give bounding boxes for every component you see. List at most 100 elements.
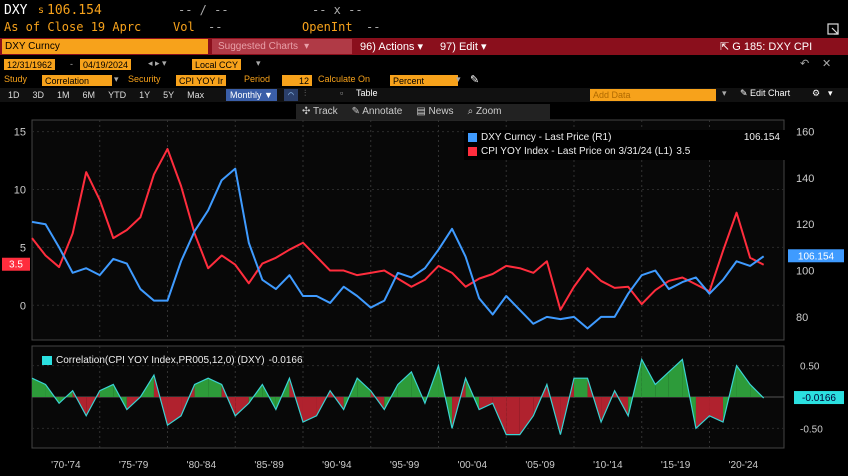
line-chart-icon[interactable]: ⌒ <box>284 89 298 101</box>
range-button-6m[interactable]: 6M <box>82 90 96 100</box>
period-input[interactable]: 12 <box>282 75 312 86</box>
undo-icon[interactable]: ↶ <box>800 58 810 70</box>
annotate-label: Annotate <box>362 106 403 117</box>
add-data-chevron-icon[interactable]: ▾ <box>722 88 727 98</box>
range-button-5y[interactable]: 5Y <box>163 90 175 100</box>
legend-dxy-value: 106.154 <box>743 131 780 143</box>
calc-chevron-icon[interactable]: ▾ <box>456 74 461 84</box>
chart-id[interactable]: ⇱ G 185: DXY CPI <box>720 40 812 53</box>
series-line-cpi <box>31 147 765 311</box>
currency-chevron-icon[interactable]: ▾ <box>256 58 261 68</box>
edit-number: 97) <box>440 41 456 53</box>
x-tick-label: '00-'04 <box>458 460 488 471</box>
bar-type-icon[interactable]: ⫶ <box>304 88 307 98</box>
popout-icon[interactable] <box>826 22 840 36</box>
range-button-1y[interactable]: 1Y <box>139 90 151 100</box>
range-button-3d[interactable]: 3D <box>32 90 45 100</box>
actions-number: 96) <box>360 41 376 53</box>
x-tick-label: '15-'19 <box>661 460 691 471</box>
cpi-last-badge <box>2 257 30 271</box>
corr-area-segment <box>709 397 724 423</box>
axis-labels: '70-'74 '75-'79 '80-'84 '85-'89 '90-'94 '95-'… <box>2 127 844 471</box>
pencil-icon[interactable]: ✎ <box>470 74 480 86</box>
corr-line <box>31 357 765 436</box>
right-tick-label: 160 <box>796 127 814 139</box>
date-stepper[interactable]: ◂ ▸ ▾ <box>148 58 167 68</box>
date-range-row: 12/31/1962 - 04/19/2024 ◂ ▸ ▾ Local CCY … <box>0 58 848 72</box>
security-label: Security <box>128 74 161 84</box>
range-buttons: 1D 3D 1M 6M YTD 1Y 5Y Max <box>4 89 213 101</box>
right-tick-label: 140 <box>796 173 814 185</box>
ticker-symbol: DXY <box>4 3 28 18</box>
calc-select[interactable]: Percent <box>390 75 458 86</box>
study-row: Study Correlation ▾ Security CPI YOY Ir … <box>0 74 848 88</box>
left-tick-label: 10 <box>14 184 26 196</box>
corr-area-segment <box>302 397 317 423</box>
start-date-input[interactable]: 12/31/1962 <box>4 59 56 70</box>
price-prefix: s <box>38 5 45 16</box>
corr-last-badge <box>794 391 844 405</box>
security-toolbar: DXY Curncy Suggested Charts ▾ 96) Actions… <box>0 38 848 55</box>
zoom-icon: ⌕ <box>467 106 474 117</box>
corr-tick-label: 0.50 <box>800 362 820 373</box>
openint-label: OpenInt <box>302 20 353 34</box>
zoom-label: Zoom <box>475 106 502 117</box>
actions-menu[interactable]: 96) Actions ▾ <box>360 41 424 53</box>
change-value: -- / -- <box>178 3 229 17</box>
x-tick-label: '05-'09 <box>525 460 555 471</box>
table-icon[interactable]: ▫ <box>340 88 344 98</box>
news-button[interactable]: ▤ News <box>416 106 453 117</box>
legend-cpi[interactable]: CPI YOY Index - Last Price on 3/31/24 (L… <box>464 144 786 158</box>
correlation-area <box>31 357 765 436</box>
corr-area-segment <box>641 359 656 397</box>
legend-cpi-label: CPI YOY Index - Last Price on 3/31/24 (L… <box>481 145 673 157</box>
range-button-ytd[interactable]: YTD <box>108 90 127 100</box>
suggested-charts-button[interactable]: Suggested Charts ▾ <box>212 39 352 54</box>
x-tick-label: '75-'79 <box>119 460 149 471</box>
annotate-button[interactable]: ✎ Annotate <box>352 106 403 117</box>
external-link-icon: ⇱ <box>720 41 730 53</box>
end-date-input[interactable]: 04/19/2024 <box>80 59 132 70</box>
close-icon[interactable]: ✕ <box>822 58 832 70</box>
corr-legend[interactable]: Correlation(CPI YOY Index,PR005,12,0) (D… <box>42 355 303 366</box>
zoom-button[interactable]: ⌕ Zoom <box>468 106 502 117</box>
corr-swatch <box>42 356 52 365</box>
edit-chart-button[interactable]: ✎ Edit Chart <box>740 88 791 98</box>
x-tick-label: '90-'94 <box>322 460 352 471</box>
x-tick-label: '20-'24 <box>729 460 759 471</box>
as-of-text: As of Close 19 Aprc <box>4 20 142 34</box>
settings-chevron-icon[interactable]: ▾ <box>828 88 833 98</box>
table-button[interactable]: Table <box>356 88 378 98</box>
x-value: -- x -- <box>312 3 363 17</box>
as-of-row: As of Close 19 Aprc Vol -- OpenInt -- <box>0 19 848 35</box>
dxy-last-label: 106.154 <box>798 251 835 262</box>
x-tick-label: '10-'14 <box>593 460 623 471</box>
range-row: 1D 3D 1M 6M YTD 1Y 5Y Max Monthly ▼ ⌒ ⫶ ▫ Table… <box>0 88 848 102</box>
vol-value: -- <box>208 20 223 34</box>
currency-select[interactable]: Local CCY <box>192 59 242 70</box>
legend-dxy[interactable]: DXY Curncy - Last Price (R1) 106.154 <box>464 130 786 144</box>
range-button-max[interactable]: Max <box>187 90 205 100</box>
legend-swatch-dxy <box>468 132 477 142</box>
security-input[interactable]: DXY Curncy <box>2 39 208 54</box>
corr-area-segment <box>397 371 412 397</box>
security-select[interactable]: CPI YOY Ir <box>176 75 227 86</box>
x-tick-label: '70-'74 <box>51 460 81 471</box>
track-button[interactable]: ✣ Track <box>302 106 338 117</box>
range-button-1d[interactable]: 1D <box>8 90 20 100</box>
add-data-input[interactable]: Add Data <box>590 89 716 101</box>
cpi-last-label: 3.5 <box>9 260 23 271</box>
legend-dxy-label: DXY Curncy - Last Price (R1) <box>481 131 612 143</box>
study-select[interactable]: Correlation <box>42 75 112 86</box>
news-label: News <box>428 106 454 117</box>
edit-menu[interactable]: 97) Edit ▾ <box>440 41 487 53</box>
dxy-last-badge <box>788 249 844 263</box>
legend-swatch-cpi <box>468 146 477 156</box>
study-chevron-icon[interactable]: ▾ <box>114 74 119 84</box>
corr-last-label: -0.0166 <box>802 393 836 404</box>
range-button-1m[interactable]: 1M <box>57 90 70 100</box>
corr-area-segment <box>736 365 751 397</box>
frequency-select[interactable]: Monthly ▼ <box>226 89 277 101</box>
settings-icon[interactable]: ⚙ <box>812 88 821 98</box>
corr-area-segment <box>655 371 669 397</box>
